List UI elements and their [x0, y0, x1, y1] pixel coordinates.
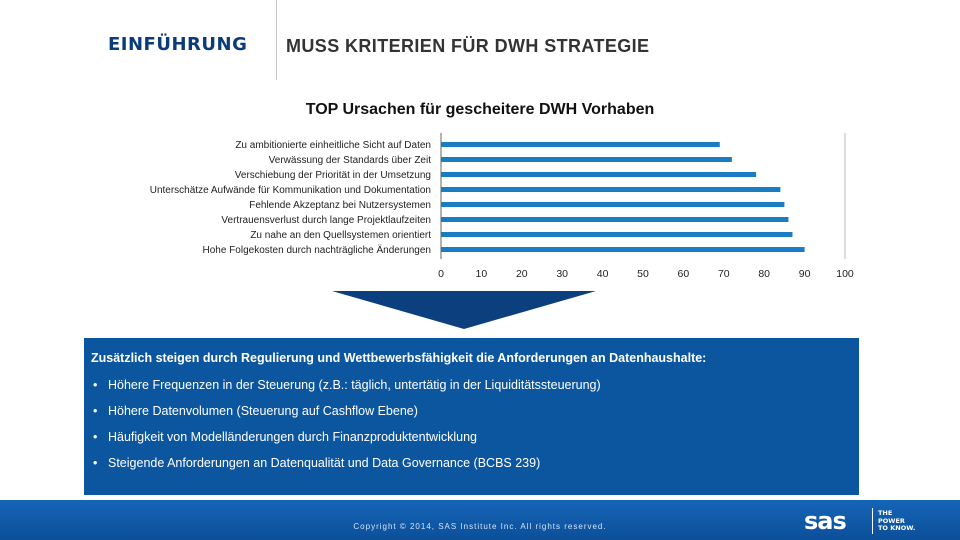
category-label: Fehlende Akzeptanz bei Nutzersystemen — [249, 200, 431, 211]
tagline-line: TO KNOW. — [878, 524, 916, 532]
list-item: • Höhere Frequenzen in der Steuerung (z.B… — [91, 378, 847, 392]
copyright-text: Copyright © 2014, SAS Institute Inc. All… — [353, 522, 607, 531]
bar — [441, 217, 789, 222]
list-item: • Steigende Anforderungen an Datenqualitä… — [91, 456, 847, 470]
category-label: Zu ambitionierte einheitliche Sicht auf … — [235, 140, 431, 151]
list-item: • Höhere Datenvolumen (Steuerung auf Cash… — [91, 404, 847, 418]
tick-label: 40 — [597, 268, 609, 280]
sas-logo-text: sas — [804, 507, 847, 535]
info-box-list: • Höhere Frequenzen in der Steuerung (z.B… — [91, 378, 847, 470]
down-arrow-shape — [332, 291, 596, 329]
bar — [441, 202, 785, 207]
list-item-text: Höhere Frequenzen in der Steuerung (z.B.… — [108, 378, 601, 392]
list-item-text: Höhere Datenvolumen (Steuerung auf Cashf… — [108, 404, 418, 418]
info-box: Zusätzlich steigen durch Regulierung und… — [84, 338, 859, 495]
section-label: EINFÜHRUNG — [108, 34, 248, 55]
bullet-icon: • — [93, 456, 98, 470]
tick-label: 20 — [516, 268, 528, 280]
tick-label: 50 — [637, 268, 649, 280]
bar — [441, 172, 757, 177]
logo-tagline: THE POWER TO KNOW. — [878, 509, 916, 533]
category-label: Verwässung der Standards über Zeit — [269, 155, 432, 166]
bar — [441, 187, 781, 192]
footer-bar — [0, 500, 960, 540]
tagline-line: THE — [878, 509, 893, 517]
tick-label: 90 — [799, 268, 811, 280]
header-divider — [276, 0, 277, 80]
chart-title: TOP Ursachen für gescheitere DWH Vorhabe… — [305, 101, 655, 118]
tick-label: 10 — [476, 268, 488, 280]
category-label: Verschiebung der Priorität in der Umsetz… — [235, 170, 431, 181]
list-item-text: Häufigkeit von Modelländerungen durch Fi… — [108, 430, 477, 444]
category-label: Vertrauensverlust durch lange Projektlau… — [221, 215, 431, 226]
tick-label: 100 — [836, 268, 854, 280]
tick-label: 60 — [678, 268, 690, 280]
category-label: Zu nahe an den Quellsystemen orientiert — [250, 230, 431, 241]
sas-logo-mark-icon: sas — [800, 507, 866, 535]
bar — [441, 232, 793, 237]
list-item-text: Steigende Anforderungen an Datenqualität… — [108, 456, 541, 470]
bullet-icon: • — [93, 378, 98, 392]
logo-divider — [872, 508, 873, 534]
bar — [441, 142, 720, 147]
category-label: Hohe Folgekosten durch nachträgliche Änd… — [203, 244, 432, 256]
tick-label: 0 — [438, 268, 444, 280]
slide-title: MUSS KRITERIEN FÜR DWH STRATEGIE — [286, 36, 650, 56]
bullet-icon: • — [93, 404, 98, 418]
chart-category-labels: Zu ambitionierte einheitliche Sicht auf … — [150, 140, 431, 256]
bullet-icon: • — [93, 430, 98, 444]
bar-chart: Zu ambitionierte einheitliche Sicht auf … — [150, 133, 854, 280]
bar — [441, 157, 732, 162]
tick-label: 80 — [758, 268, 770, 280]
tagline-line: POWER — [878, 516, 905, 525]
tick-label: 70 — [718, 268, 730, 280]
list-item: • Häufigkeit von Modelländerungen durch F… — [91, 430, 847, 444]
tick-label: 30 — [556, 268, 568, 280]
bar — [441, 247, 805, 252]
info-box-heading: Zusätzlich steigen durch Regulierung und… — [91, 351, 707, 365]
sas-logo: sas THE POWER TO KNOW. — [800, 506, 940, 536]
chart-tick-labels: 0 10 20 30 40 50 60 70 80 90 100 — [438, 268, 854, 280]
chart-bars — [441, 142, 805, 252]
category-label: Unterschätze Aufwände für Kommunikation … — [150, 185, 431, 196]
